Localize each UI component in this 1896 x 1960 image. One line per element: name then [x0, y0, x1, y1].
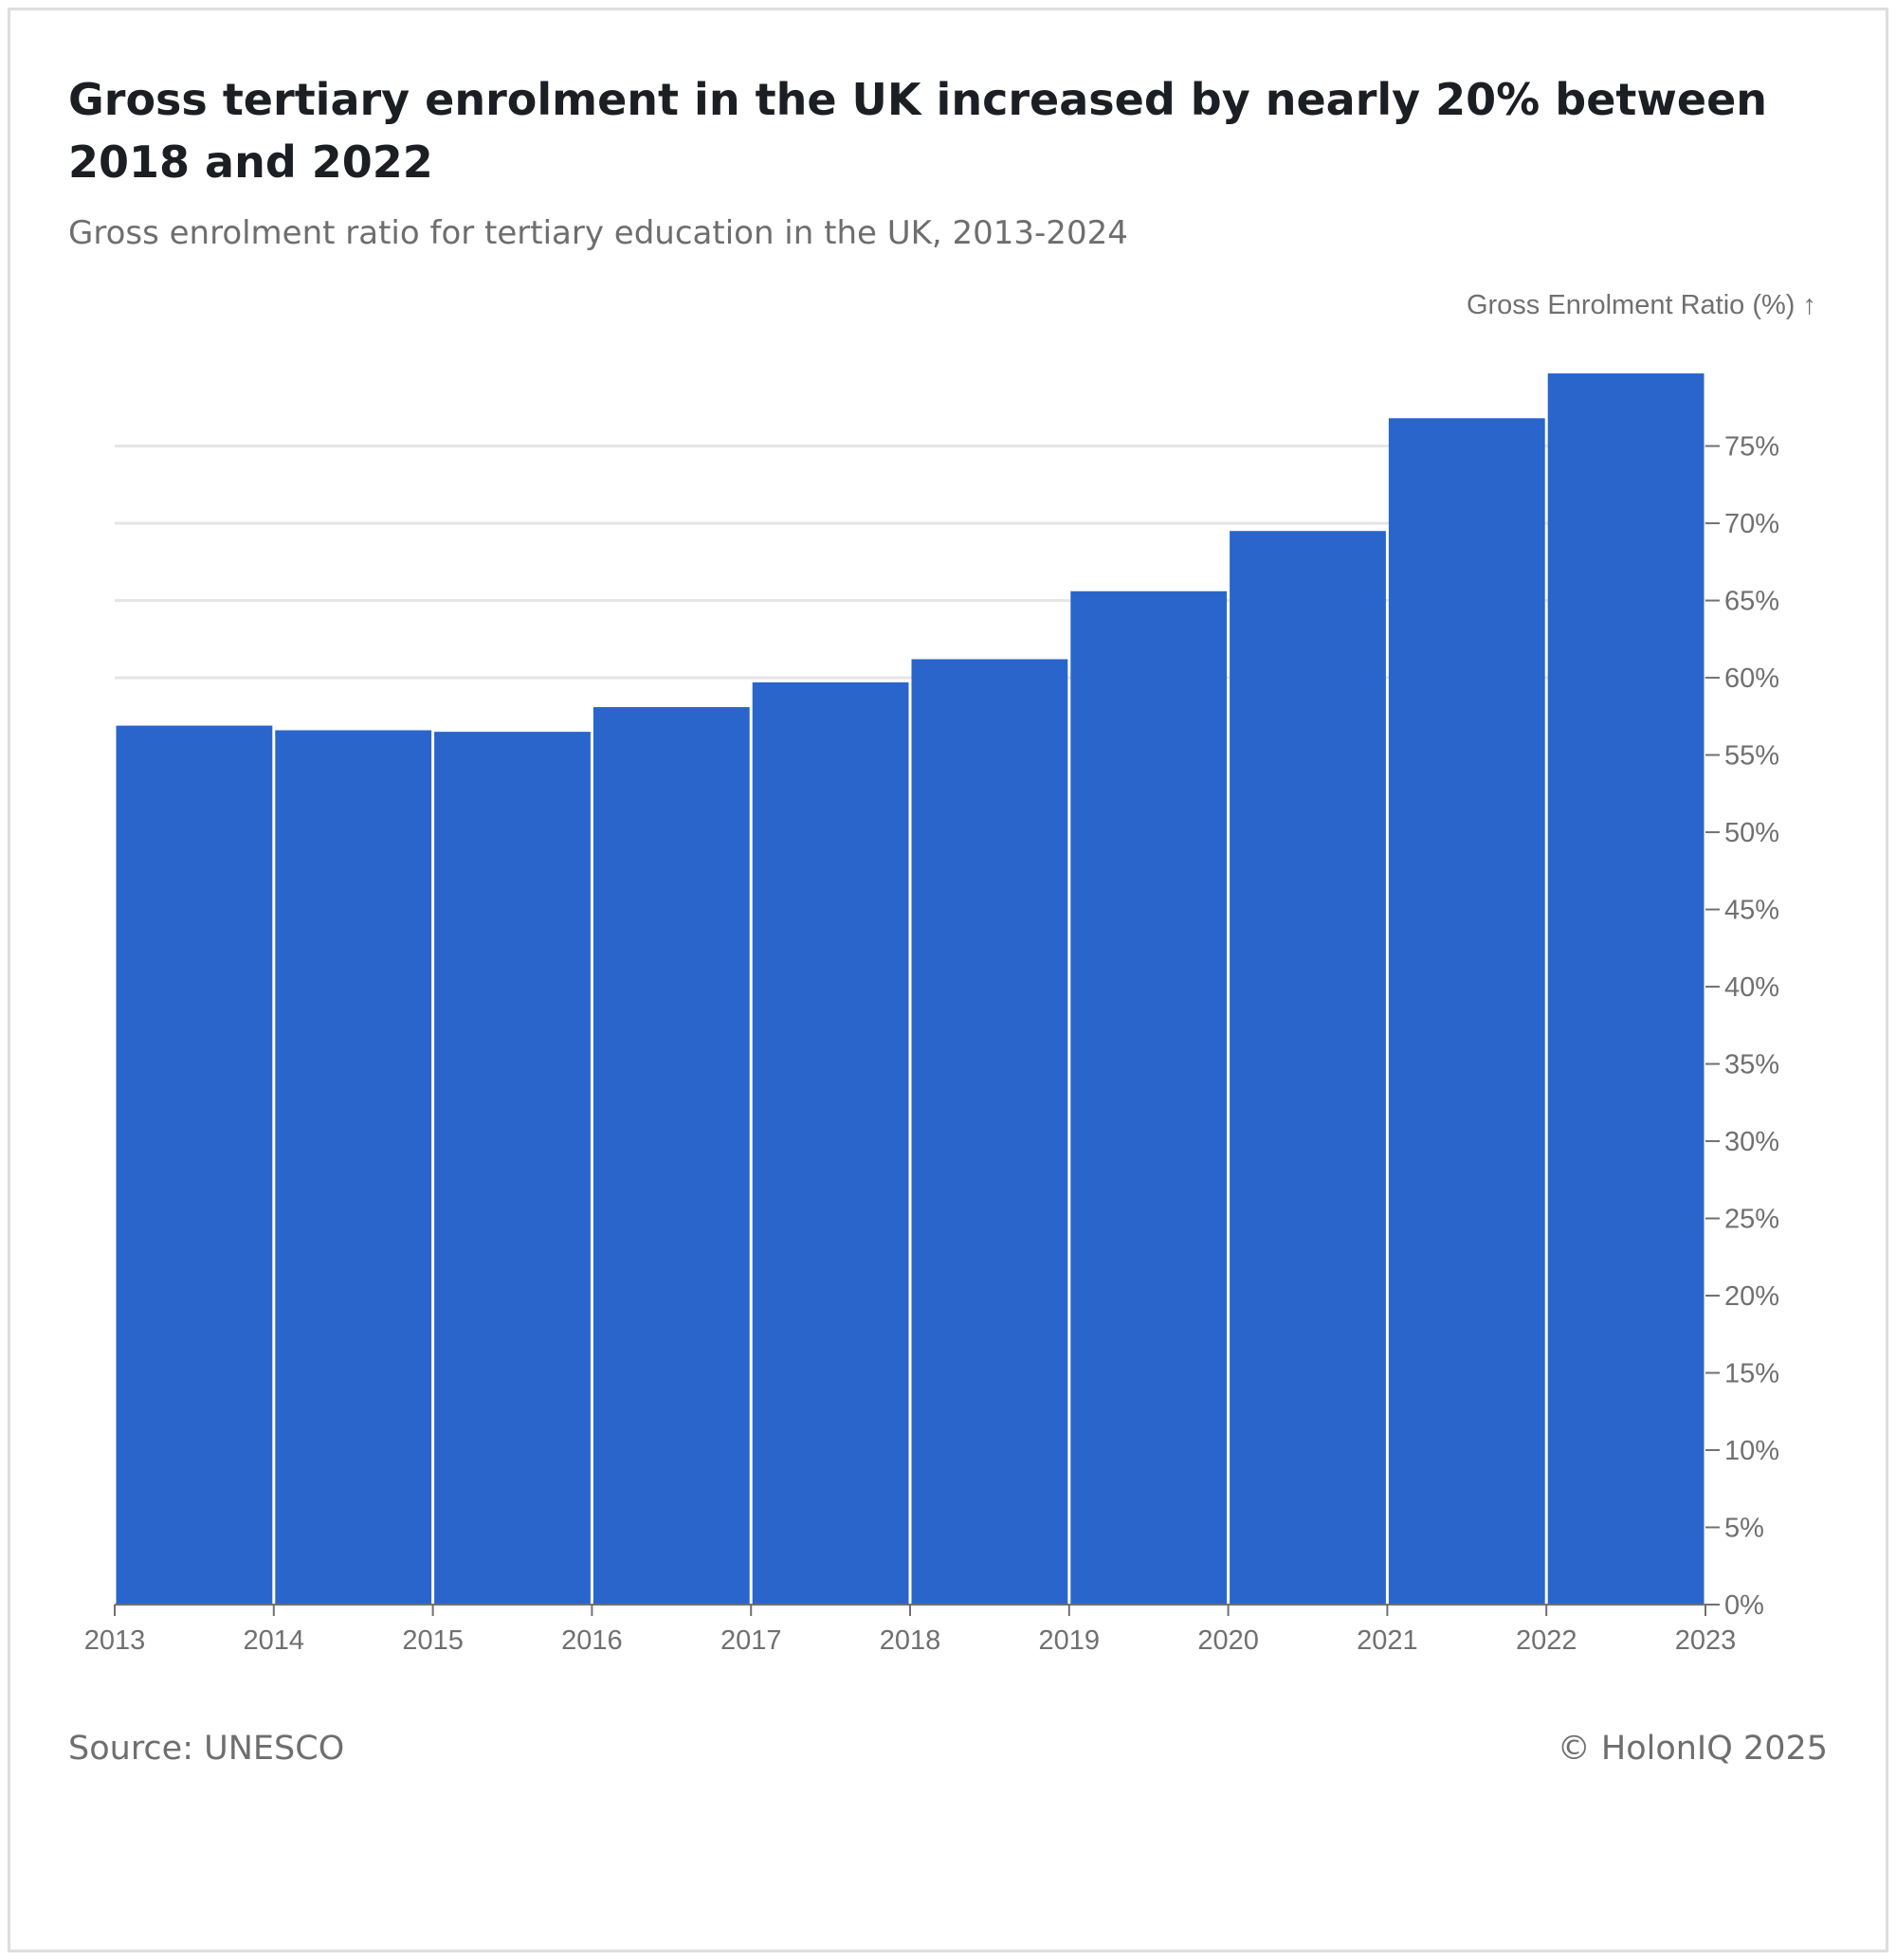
bars: [116, 373, 1705, 1606]
bar-2022[interactable]: [1547, 373, 1705, 1605]
copyright-note: © HolonIQ 2025: [1557, 1730, 1828, 1768]
y-tick-label-70: 70%: [1724, 509, 1779, 539]
x-tick-label-2020: 2020: [1197, 1625, 1259, 1656]
bar-2014[interactable]: [275, 730, 432, 1605]
bar-2017[interactable]: [752, 681, 909, 1605]
x-tick-label-2016: 2016: [561, 1625, 623, 1656]
x-tick-label-2017: 2017: [720, 1625, 782, 1656]
y-axis-label: Gross Enrolment Ratio (%) ↑: [1467, 290, 1816, 320]
chart-title: Gross tertiary enrolment in the UK incre…: [68, 74, 1768, 188]
source-note: Source: UNESCO: [68, 1730, 345, 1768]
y-tick-label-30: 30%: [1724, 1127, 1779, 1157]
y-axis: 0% 5% 10% 15% 20% 25% 30% 35% 40% 45% 50% 55% 60% 65%…: [1705, 432, 1779, 1621]
x-tick-label-2022: 2022: [1516, 1625, 1577, 1656]
y-tick-label-60: 60%: [1724, 663, 1779, 694]
bar-2013[interactable]: [116, 725, 273, 1605]
y-tick-label-75: 75%: [1724, 432, 1779, 463]
x-tick-label-2013: 2013: [84, 1625, 146, 1656]
y-tick-label-40: 40%: [1724, 972, 1779, 1003]
y-tick-label-35: 35%: [1724, 1050, 1779, 1080]
y-tick-label-10: 10%: [1724, 1436, 1779, 1466]
bar-2018[interactable]: [911, 659, 1068, 1605]
x-tick-label-2019: 2019: [1039, 1625, 1101, 1656]
bar-2021[interactable]: [1388, 418, 1545, 1605]
x-tick-label-2021: 2021: [1357, 1625, 1418, 1656]
x-tick-label-2018: 2018: [880, 1625, 941, 1656]
y-tick-label-50: 50%: [1724, 818, 1779, 848]
y-tick-label-45: 45%: [1724, 896, 1779, 926]
bar-2019[interactable]: [1070, 590, 1228, 1605]
chart-subtitle: Gross enrolment ratio for tertiary educa…: [68, 214, 1128, 252]
y-tick-label-20: 20%: [1724, 1281, 1779, 1312]
y-tick-label-65: 65%: [1724, 587, 1779, 617]
y-tick-label-0: 0%: [1724, 1590, 1764, 1621]
x-tick-label-2023: 2023: [1675, 1625, 1737, 1656]
bar-2015[interactable]: [434, 732, 591, 1605]
y-tick-label-15: 15%: [1724, 1359, 1779, 1389]
y-tick-label-5: 5%: [1724, 1514, 1764, 1544]
bar-2016[interactable]: [592, 707, 750, 1605]
bar-2020[interactable]: [1230, 531, 1386, 1606]
y-tick-label-55: 55%: [1724, 741, 1779, 771]
y-tick-label-25: 25%: [1724, 1205, 1779, 1235]
x-axis: 2013 2014 2015 2016 2017 2018 2019 2020 2021 2022…: [84, 1604, 1737, 1656]
x-tick-label-2015: 2015: [402, 1625, 464, 1656]
x-tick-label-2014: 2014: [244, 1625, 305, 1656]
